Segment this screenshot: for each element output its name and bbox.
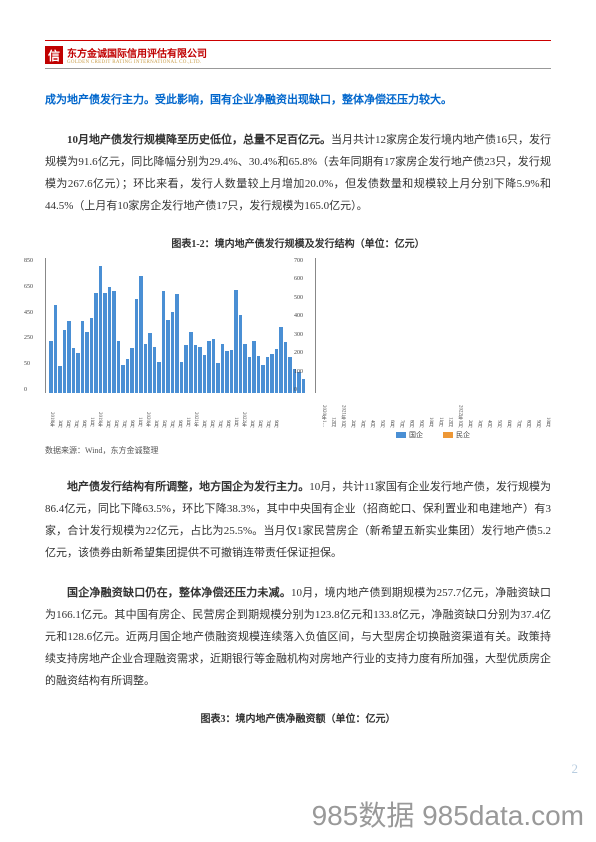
chart-title-2: 图表3：境内地产债净融资额（单位：亿元）	[45, 710, 551, 725]
y-axis-left: 050250450650850	[24, 258, 33, 393]
legend: 国企 民企	[315, 430, 551, 440]
chart-left: 050250450650850	[45, 258, 307, 393]
chart-row: 050250450650850 2018年3月5月7月9月11月2019年3月5…	[45, 258, 551, 440]
para3-text: 10月，境内地产债到期规模为257.7亿元，净融资缺口为166.1亿元。其中国有…	[45, 587, 551, 687]
data-source: 数据来源：Wind，东方金诚整理	[45, 445, 551, 456]
paragraph-2: 地产债发行结构有所调整，地方国企为发行主力。10月，共计11家国有企业发行地产债…	[45, 476, 551, 564]
bars-right	[319, 258, 549, 393]
legend-soe-label: 国企	[409, 430, 423, 440]
highlight-summary: 成为地产债发行主力。受此影响，国有企业净融资出现缺口，整体净偿还压力较大。	[45, 89, 551, 111]
company-name-cn: 东方金诚国际信用评估有限公司	[67, 45, 207, 60]
page-number: 2	[572, 761, 579, 777]
company-name-en: GOLDEN CREDIT RATING INTERNATIONAL CO.,L…	[67, 60, 207, 65]
legend-private-label: 民企	[456, 430, 470, 440]
para3-bold: 国企净融资缺口仍在，整体净偿还压力未减。	[67, 587, 291, 599]
y-axis-right: 0100200300400500600700	[294, 258, 303, 393]
page-header: 信 东方金诚国际信用评估有限公司 GOLDEN CREDIT RATING IN…	[45, 45, 551, 69]
paragraph-1: 10月地产债发行规模降至历史低位，总量不足百亿元。当月共计12家房企发行境内地产…	[45, 129, 551, 217]
x-axis-left: 2018年3月5月7月9月11月2019年3月5月7月9月11月2020年3月5…	[45, 395, 307, 427]
legend-private: 民企	[443, 430, 470, 440]
para2-bold: 地产债发行结构有所调整，地方国企为发行主力。	[67, 481, 309, 493]
para1-bold: 10月地产债发行规模降至历史低位，总量不足百亿元。	[67, 134, 331, 146]
watermark: 985数据 985data.com	[312, 794, 584, 834]
logo-icon: 信	[45, 46, 63, 64]
chart-right-container: 0100200300400500600700 2020年1…12月2021年1月…	[315, 258, 551, 440]
paragraph-3: 国企净融资缺口仍在，整体净偿还压力未减。10月，境内地产债到期规模为257.7亿…	[45, 582, 551, 692]
legend-soe: 国企	[396, 430, 423, 440]
chart-title-1: 图表1-2：境内地产债发行规模及发行结构（单位：亿元）	[45, 235, 551, 250]
chart-right: 0100200300400500600700	[315, 258, 551, 393]
chart-left-container: 050250450650850 2018年3月5月7月9月11月2019年3月5…	[45, 258, 307, 440]
bars-left	[49, 258, 305, 393]
x-axis-right: 2020年1…12月2021年1月2月3月4月5月6月7月8月9月10月11月1…	[315, 395, 551, 427]
